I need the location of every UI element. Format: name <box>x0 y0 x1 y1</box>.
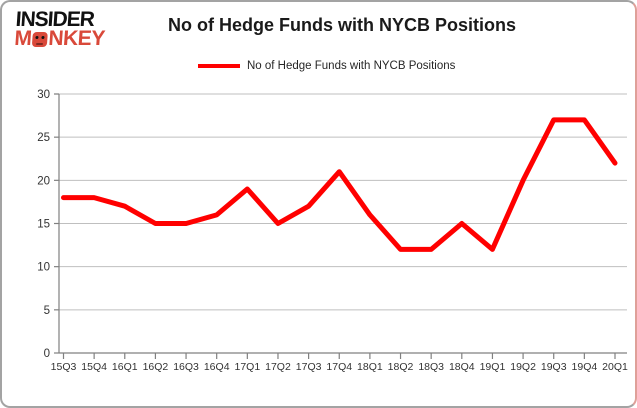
x-tick-label: 17Q1 <box>234 361 260 373</box>
x-tick-label: 16Q2 <box>143 361 169 373</box>
x-tick-label: 16Q4 <box>204 361 230 373</box>
x-tick-label: 17Q3 <box>296 361 322 373</box>
x-tick-label: 19Q4 <box>572 361 598 373</box>
y-tick-label: 25 <box>37 132 50 144</box>
data-line-series <box>61 117 618 252</box>
x-tick-label: 15Q4 <box>81 361 107 373</box>
y-tick-label: 5 <box>44 305 50 317</box>
x-tick-label: 19Q2 <box>510 361 536 373</box>
y-tick-label: 10 <box>37 262 50 274</box>
y-tick-label: 15 <box>37 219 50 231</box>
x-tick-label: 19Q3 <box>541 361 567 373</box>
chart-title: No of Hedge Funds with NYCB Positions <box>168 15 516 35</box>
legend: No of Hedge Funds with NYCB Positions <box>198 60 455 72</box>
legend-line-swatch <box>198 64 240 68</box>
y-tick-label: 0 <box>44 348 50 360</box>
x-tick-label: 18Q1 <box>357 361 383 373</box>
x-tick-label: 18Q2 <box>388 361 414 373</box>
x-tick-label: 18Q4 <box>449 361 475 373</box>
x-tick-label: 16Q3 <box>173 361 199 373</box>
y-tick-label: 20 <box>37 175 50 187</box>
x-tick-label: 17Q4 <box>326 361 352 373</box>
x-tick-label: 19Q1 <box>480 361 506 373</box>
x-tick-label: 18Q3 <box>418 361 444 373</box>
x-tick-label: 20Q1 <box>602 361 628 373</box>
x-tick-label: 17Q2 <box>265 361 291 373</box>
legend-label: No of Hedge Funds with NYCB Positions <box>247 60 456 72</box>
x-tick-label: 15Q3 <box>51 361 77 373</box>
x-tick-label: 16Q1 <box>112 361 138 373</box>
y-tick-label: 30 <box>37 89 50 101</box>
